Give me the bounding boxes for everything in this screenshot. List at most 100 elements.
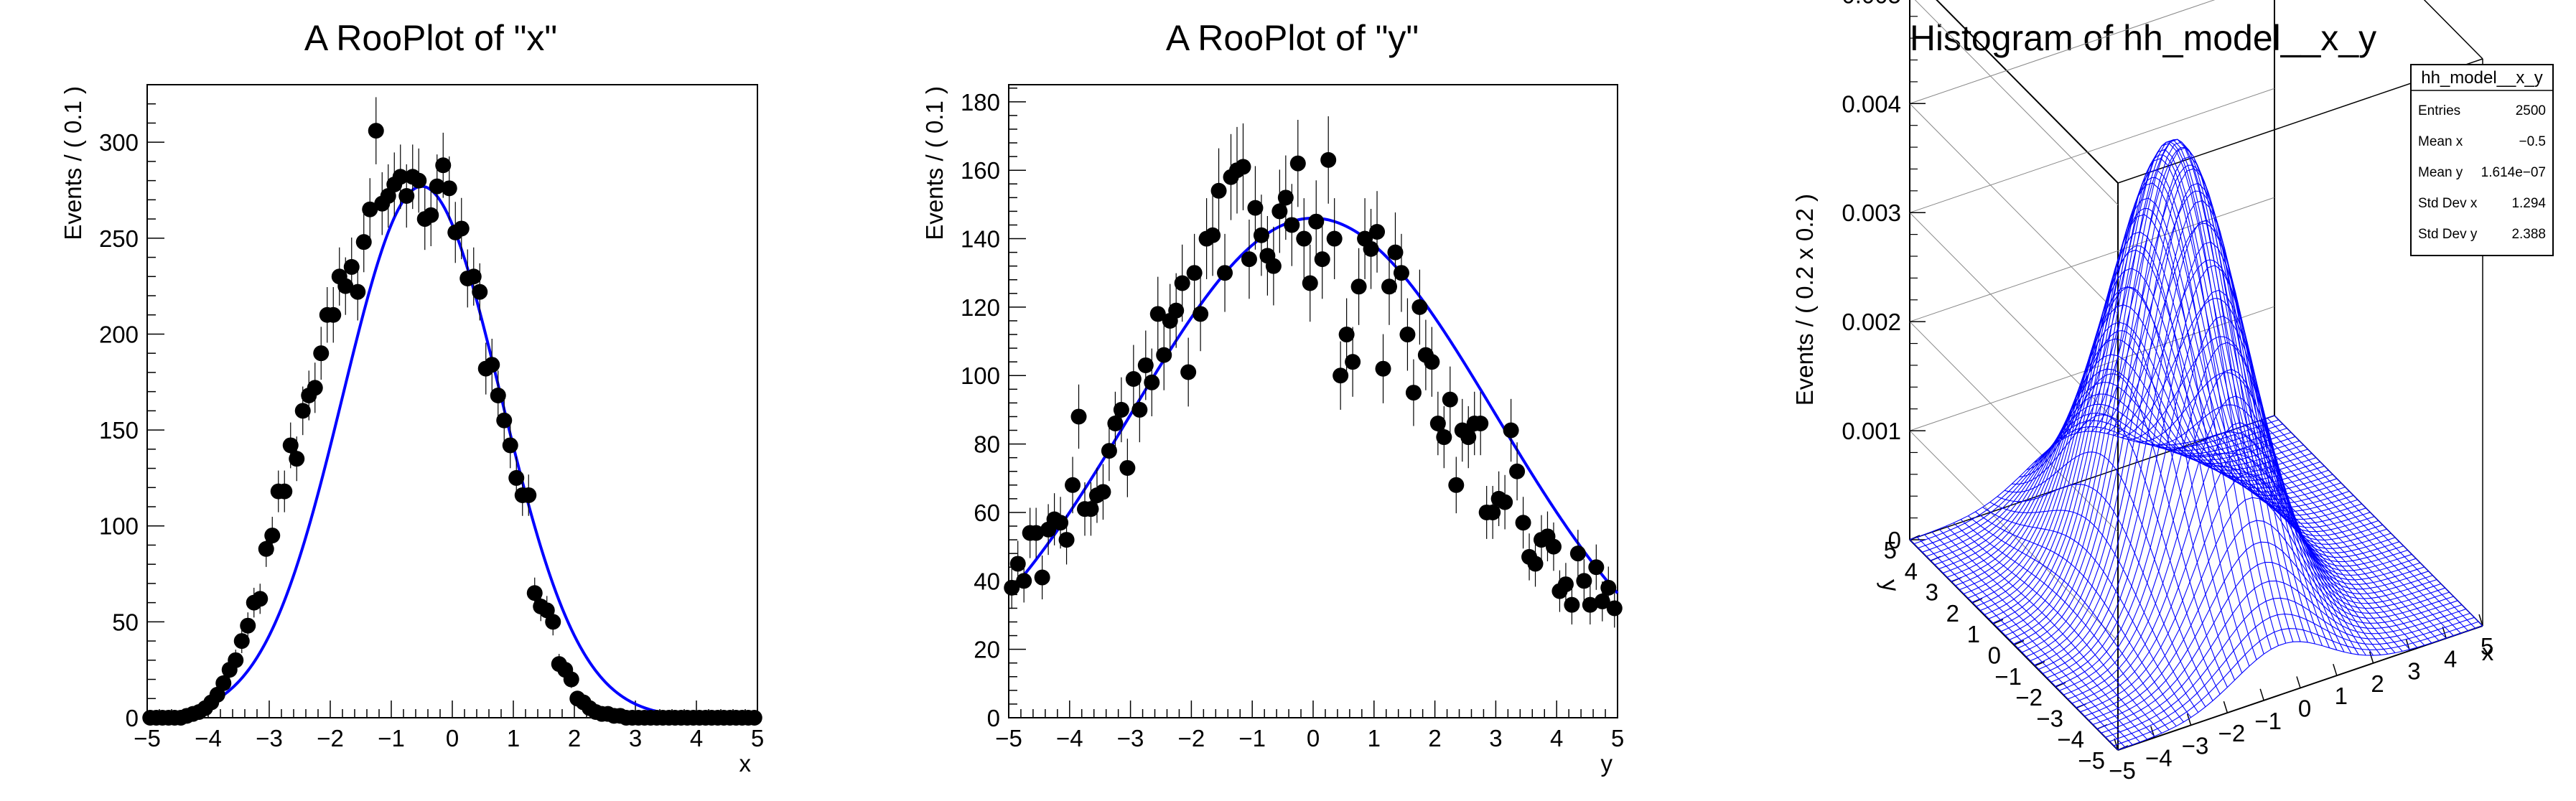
x-tick-label: 5	[1611, 725, 1624, 751]
data-point	[1241, 251, 1257, 268]
stats-label: Mean x	[2418, 134, 2463, 149]
data-point	[1004, 579, 1020, 596]
x-tick-label: −3	[256, 725, 283, 751]
data-point	[276, 483, 293, 500]
data-point	[490, 387, 506, 403]
mesh-line-y	[1997, 484, 2206, 708]
y-axis-label-surface: y	[1877, 578, 1905, 594]
data-point	[1125, 371, 1142, 388]
data-point	[252, 591, 269, 607]
data-point	[1545, 538, 1562, 555]
stats-label: Entries	[2418, 103, 2460, 118]
y-tick-label: −5	[2078, 747, 2105, 774]
data-point	[1588, 559, 1605, 576]
data-point	[1375, 360, 1391, 377]
data-point	[1405, 385, 1422, 401]
y-tick-label: 1	[1967, 621, 1980, 647]
data-point	[484, 357, 500, 373]
back-wall-gridline	[1914, 0, 2119, 205]
x-tick-label: −4	[2145, 745, 2173, 772]
x-tick-label: 2	[2371, 670, 2384, 697]
z-tick-label: 0.002	[1842, 309, 1901, 335]
data-point	[1205, 227, 1221, 243]
mesh-line-y	[2128, 336, 2338, 650]
y-tick-label: 300	[99, 129, 139, 156]
data-point	[1277, 189, 1294, 206]
mesh-line-y	[2165, 444, 2374, 656]
data-point	[215, 675, 232, 691]
mesh-line-y	[2048, 207, 2257, 660]
surface-mesh	[1909, 139, 2483, 751]
data-point	[1058, 532, 1075, 548]
data-point	[355, 234, 372, 250]
mesh-line-y	[1909, 539, 2119, 751]
data-point	[1509, 463, 1526, 479]
data-point	[1369, 224, 1386, 240]
data-point	[521, 487, 537, 503]
mesh-line-y	[2099, 190, 2308, 643]
surface-histogram-panel: Histogram of hh_model__x_y Events / ( 0.…	[1791, 0, 2554, 784]
data-point	[508, 469, 525, 486]
data-point	[472, 284, 488, 300]
data-point	[1411, 299, 1428, 315]
y-tick-label: 60	[974, 500, 1000, 526]
data-point	[1137, 357, 1154, 373]
mesh-line-y	[2091, 164, 2301, 642]
mesh-line-y	[2070, 141, 2279, 646]
x-axis-label-surface: x	[2482, 639, 2494, 665]
mesh-line-y	[1989, 502, 2199, 713]
stats-label: Std Dev x	[2418, 196, 2478, 211]
mesh-line-y	[1960, 519, 2170, 731]
x-tick-label: −4	[195, 725, 222, 751]
data-point	[563, 671, 579, 688]
x-tick-label: 1	[1368, 725, 1381, 751]
mesh-line-y	[1982, 507, 2192, 718]
data-point	[435, 157, 452, 174]
mesh-line-y	[1931, 531, 2140, 743]
data-point	[313, 345, 330, 362]
mesh-line-y	[2230, 430, 2440, 641]
data-point	[1569, 545, 1586, 562]
mesh-line-y	[2259, 420, 2469, 632]
data-point	[392, 169, 409, 185]
data-point	[325, 306, 342, 323]
stats-box: hh_model__x_y Entries 2500 Mean x −0.5 M…	[2410, 64, 2554, 256]
stats-value: 1.614e−07	[2481, 165, 2546, 180]
data-point	[1168, 302, 1185, 319]
data-point	[411, 172, 427, 189]
mesh-line-y	[2208, 436, 2417, 648]
z-tick-label: 0.001	[1842, 418, 1901, 444]
mesh-line-y	[2223, 432, 2432, 644]
x-tick-label: −1	[2254, 708, 2282, 734]
z-tick-label: 0	[1888, 527, 1901, 553]
y-tick-label: 250	[99, 225, 139, 252]
mesh-line-y	[2193, 440, 2403, 652]
mesh-line-y	[1938, 528, 2147, 740]
data-point	[282, 437, 299, 454]
data-point	[1564, 596, 1580, 613]
data-point	[1399, 327, 1416, 343]
y-tick-label: 40	[974, 568, 1000, 594]
data-point	[307, 380, 323, 396]
x-tick-label: 5	[751, 725, 764, 751]
stats-label: Std Dev y	[2418, 227, 2478, 242]
stats-value: −0.5	[2519, 134, 2546, 149]
data-point	[1424, 354, 1440, 370]
x-tick-label: −1	[1238, 725, 1266, 751]
data-point	[1149, 306, 1166, 322]
data-point	[1582, 596, 1598, 613]
rooplot-y-panel: A RooPlot of "y" y Events / ( 0.1 ) −5 −4…	[921, 18, 1624, 777]
x-tick-label: −5	[995, 725, 1022, 751]
data-point	[1265, 258, 1282, 274]
data-point	[1448, 477, 1465, 493]
data-point	[264, 528, 281, 544]
data-point	[1442, 391, 1458, 408]
rooplot-x-panel: A RooPlot of "x" x Events / ( 0.1 ) −5 −4…	[60, 18, 764, 777]
data-point	[1606, 600, 1623, 617]
y-tick-label: −4	[2057, 726, 2084, 753]
data-point	[1186, 265, 1203, 281]
x-major-tick	[2296, 676, 2301, 688]
x-tick-label: 1	[507, 725, 520, 751]
x-tick-label: −3	[1117, 725, 1144, 751]
